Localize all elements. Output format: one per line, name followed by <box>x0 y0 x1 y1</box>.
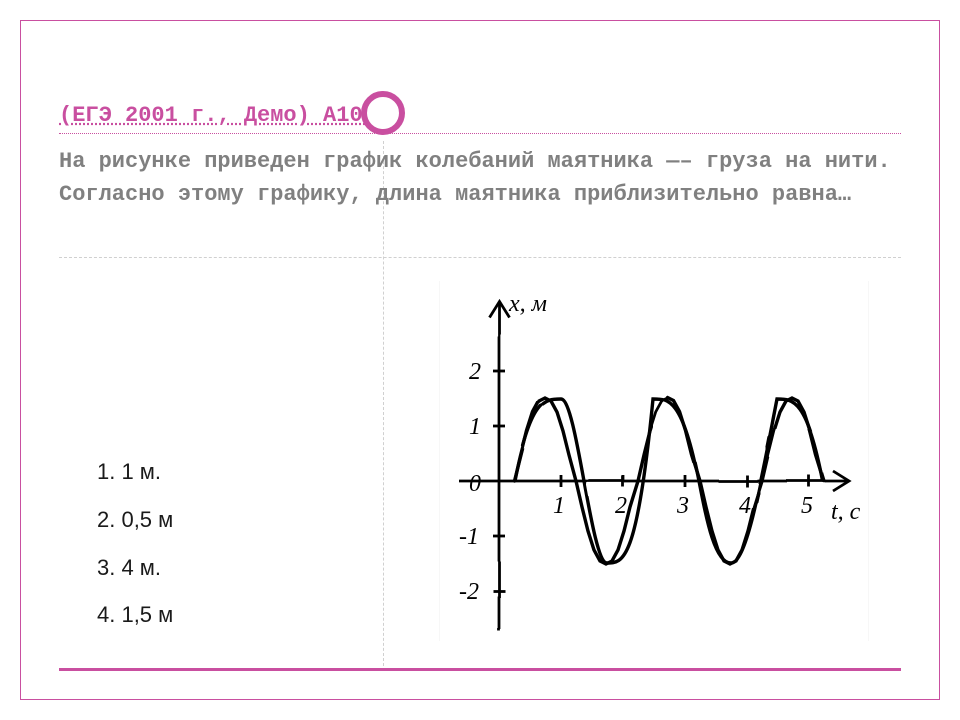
xtick-3: 3 <box>676 493 689 519</box>
bottom-accent-line <box>59 668 901 671</box>
chart-grid <box>439 281 869 641</box>
xtick-5: 5 <box>801 493 813 519</box>
option-1: 1. 1 м. <box>97 451 173 493</box>
ytick-n2: -2 <box>459 579 479 605</box>
dashed-divider-vertical <box>383 141 384 671</box>
ytick-n1: -1 <box>459 524 479 550</box>
option-3: 3. 4 м. <box>97 547 173 589</box>
ytick-0: 0 <box>469 471 481 497</box>
xtick-1: 1 <box>553 493 565 519</box>
answer-options: 1. 1 м. 2. 0,5 м 3. 4 м. 4. 1,5 м <box>97 451 173 642</box>
question-text: На рисунке приведен график колебаний мая… <box>59 145 901 211</box>
source-text: (ЕГЭ 2001 г., Демо) А10. <box>59 103 376 128</box>
slide-frame: (ЕГЭ 2001 г., Демо) А10. На рисунке прив… <box>20 20 940 700</box>
ytick-2: 2 <box>469 359 481 385</box>
chart-svg: x, м t, c 2 1 0 -1 -2 1 2 3 4 5 <box>439 281 869 641</box>
xtick-2: 2 <box>615 493 627 519</box>
ylabel: x, м <box>508 291 547 317</box>
xlabel: t, c <box>831 499 861 525</box>
source-line: (ЕГЭ 2001 г., Демо) А10. <box>59 99 901 132</box>
option-2: 2. 0,5 м <box>97 499 173 541</box>
oscillation-chart: x, м t, c 2 1 0 -1 -2 1 2 3 4 5 <box>439 281 869 641</box>
dashed-divider-horizontal <box>59 257 901 258</box>
circle-icon <box>361 91 405 135</box>
option-4: 4. 1,5 м <box>97 594 173 636</box>
xtick-4: 4 <box>739 493 751 519</box>
chart-labels: x, м t, c 2 1 0 -1 -2 1 2 3 4 5 <box>459 291 861 605</box>
dotted-divider <box>59 133 901 134</box>
ytick-1: 1 <box>469 414 481 440</box>
